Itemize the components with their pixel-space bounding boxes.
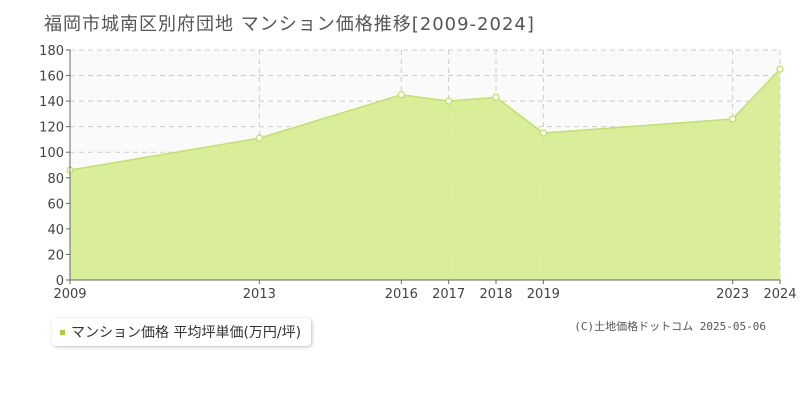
chart-title: 福岡市城南区別府団地 マンション価格推移[2009-2024] <box>44 14 535 35</box>
data-point <box>255 134 263 142</box>
series-area <box>70 69 780 281</box>
x-tick-label: 2017 <box>432 287 465 302</box>
x-tick-label: 2018 <box>479 287 512 302</box>
legend-label: マンション価格 平均坪単価(万円/坪) <box>71 325 302 341</box>
y-tick-label: 140 <box>39 95 64 110</box>
data-point <box>539 129 547 137</box>
legend: マンション価格 平均坪単価(万円/坪) <box>52 318 312 346</box>
y-tick-label: 120 <box>39 121 64 136</box>
x-tick-label: 2009 <box>53 287 86 302</box>
x-tick-label: 2016 <box>385 287 418 302</box>
data-point <box>445 97 453 105</box>
x-tick-label: 2013 <box>243 287 276 302</box>
credit-text: (C)土地価格ドットコム 2025-05-06 <box>574 320 766 333</box>
y-tick-label: 100 <box>39 146 64 161</box>
y-tick-label: 180 <box>39 44 64 59</box>
y-tick-label: 80 <box>47 172 64 187</box>
x-tick-label: 2023 <box>716 287 749 302</box>
series-line <box>69 68 781 171</box>
x-tick-label: 2019 <box>527 287 560 302</box>
y-tick-label: 40 <box>47 223 64 238</box>
legend-swatch <box>60 329 65 335</box>
y-tick-label: 160 <box>39 70 64 85</box>
y-tick-label: 60 <box>47 197 64 212</box>
data-point <box>729 115 737 123</box>
x-tick-label: 2024 <box>763 287 796 302</box>
data-point <box>397 91 405 99</box>
data-point <box>776 65 784 73</box>
y-tick-label: 0 <box>56 274 64 289</box>
data-point <box>492 93 500 101</box>
y-tick-label: 20 <box>47 248 64 263</box>
